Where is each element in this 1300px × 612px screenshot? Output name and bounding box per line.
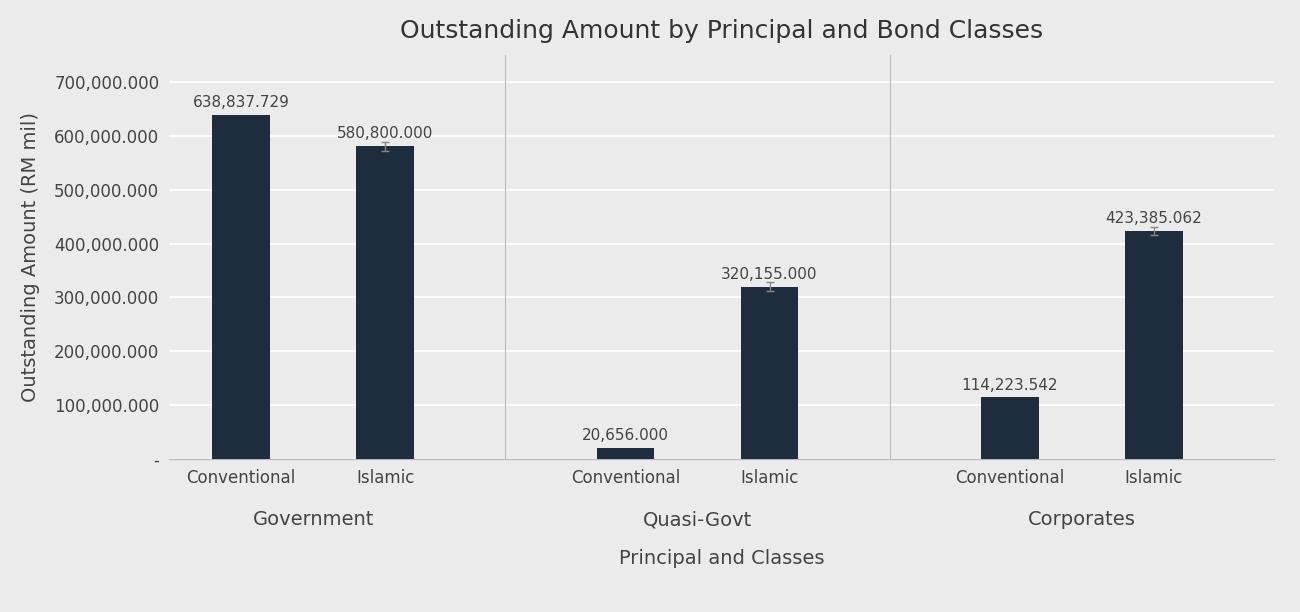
Bar [212,115,270,459]
Text: 638,837.729: 638,837.729 [192,95,290,110]
Bar [982,397,1039,459]
Text: 423,385.062: 423,385.062 [1105,211,1202,226]
Text: 114,223.542: 114,223.542 [962,378,1058,393]
Title: Outstanding Amount by Principal and Bond Classes: Outstanding Amount by Principal and Bond… [400,20,1043,43]
X-axis label: Principal and Classes: Principal and Classes [619,549,824,568]
Y-axis label: Outstanding Amount (RM mil): Outstanding Amount (RM mil) [21,112,40,402]
Bar [1124,231,1183,459]
Bar [597,448,654,459]
Text: Corporates: Corporates [1028,510,1136,529]
Text: 320,155.000: 320,155.000 [722,267,818,282]
Bar [356,146,413,459]
Text: 580,800.000: 580,800.000 [337,126,433,141]
Text: Quasi-Govt: Quasi-Govt [644,510,753,529]
Text: 20,656.000: 20,656.000 [582,428,670,443]
Bar [741,286,798,459]
Text: Government: Government [252,510,374,529]
